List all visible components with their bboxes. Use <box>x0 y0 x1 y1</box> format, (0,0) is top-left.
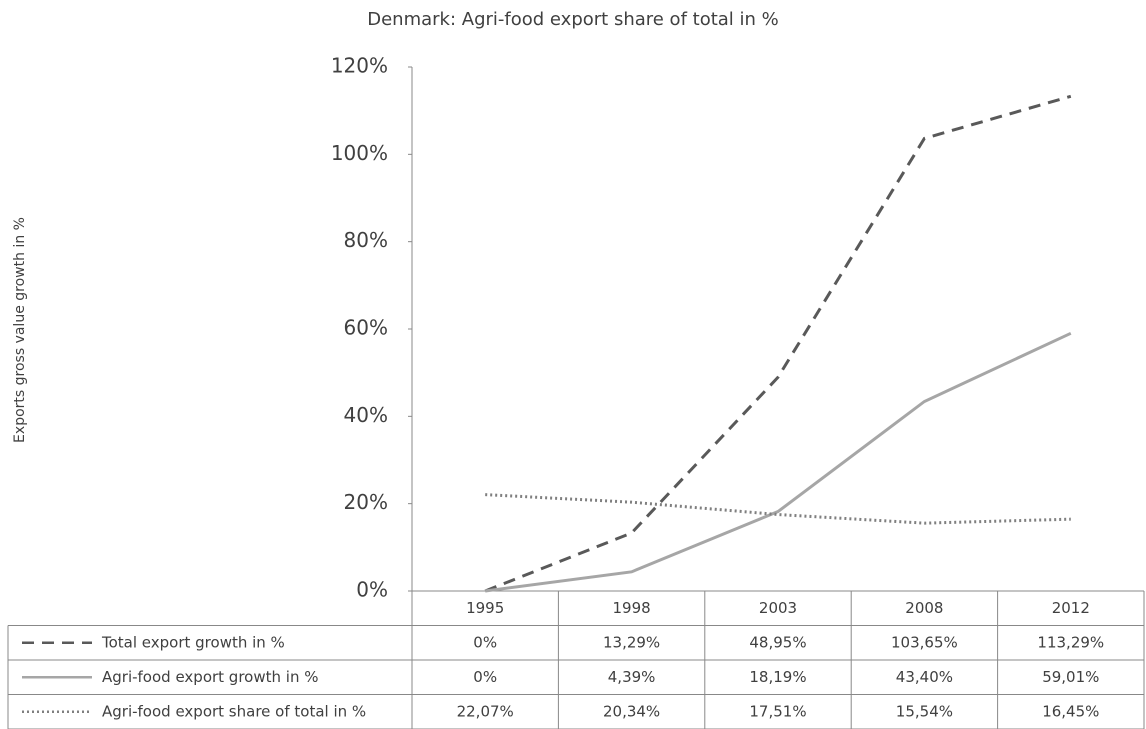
data-label: 113,29% <box>1037 633 1104 651</box>
data-label: 59,01% <box>1042 668 1099 686</box>
data-label: 22,07% <box>457 702 514 720</box>
x-tick-label: 2008 <box>905 599 943 617</box>
data-label: 48,95% <box>749 633 806 651</box>
data-label: 0% <box>473 668 497 686</box>
y-axis-label: Exports gross value growth in % <box>12 217 28 443</box>
series-line <box>485 493 1071 525</box>
legend-label: Agri-food export growth in % <box>102 668 318 686</box>
y-tick-label: 60% <box>344 316 388 340</box>
data-label: 13,29% <box>603 633 660 651</box>
data-label: 20,34% <box>603 702 660 720</box>
x-tick-label: 1995 <box>466 599 504 617</box>
data-label: 0% <box>473 633 497 651</box>
y-tick-label: 40% <box>344 403 388 427</box>
data-label: 15,54% <box>896 702 953 720</box>
legend-label: Agri-food export share of total in % <box>102 702 366 720</box>
data-label: 4,39% <box>608 668 656 686</box>
y-tick-label: 20% <box>344 490 388 514</box>
series-line <box>485 331 1072 593</box>
x-tick-label: 2012 <box>1052 599 1090 617</box>
x-tick-label: 2003 <box>759 599 797 617</box>
data-label: 18,19% <box>749 668 806 686</box>
data-label: 103,65% <box>891 633 958 651</box>
y-tick-label: 80% <box>344 228 388 252</box>
chart-title: Denmark: Agri-food export share of total… <box>367 9 779 30</box>
y-tick-label: 120% <box>331 54 388 78</box>
y-tick-label: 100% <box>331 141 388 165</box>
y-tick-label: 0% <box>356 578 388 602</box>
data-label: 17,51% <box>749 702 806 720</box>
x-tick-label: 1998 <box>613 599 651 617</box>
series-line <box>484 94 1072 593</box>
data-label: 16,45% <box>1042 702 1099 720</box>
legend-label: Total export growth in % <box>101 633 285 651</box>
data-label: 43,40% <box>896 668 953 686</box>
